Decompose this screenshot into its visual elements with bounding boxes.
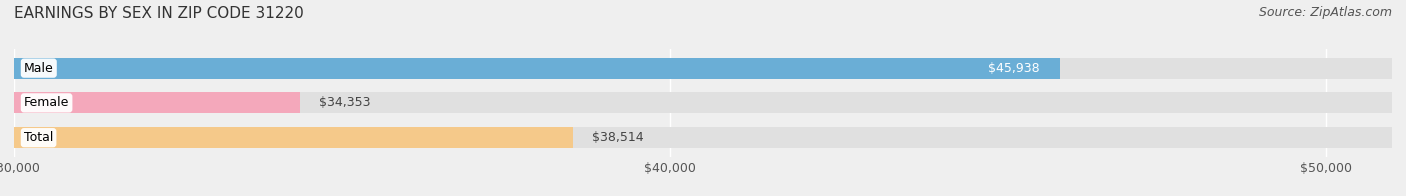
Text: $45,938: $45,938 [988, 62, 1040, 75]
Bar [14, 93, 1392, 113]
Text: Total: Total [24, 131, 53, 144]
Bar [14, 93, 299, 113]
Bar [14, 127, 572, 148]
Text: Source: ZipAtlas.com: Source: ZipAtlas.com [1258, 6, 1392, 19]
Text: Male: Male [24, 62, 53, 75]
Text: $38,514: $38,514 [592, 131, 644, 144]
Text: Female: Female [24, 96, 69, 109]
Bar [14, 127, 1392, 148]
Text: $34,353: $34,353 [319, 96, 371, 109]
Bar [14, 58, 1392, 79]
Text: EARNINGS BY SEX IN ZIP CODE 31220: EARNINGS BY SEX IN ZIP CODE 31220 [14, 6, 304, 21]
Bar [14, 58, 1060, 79]
